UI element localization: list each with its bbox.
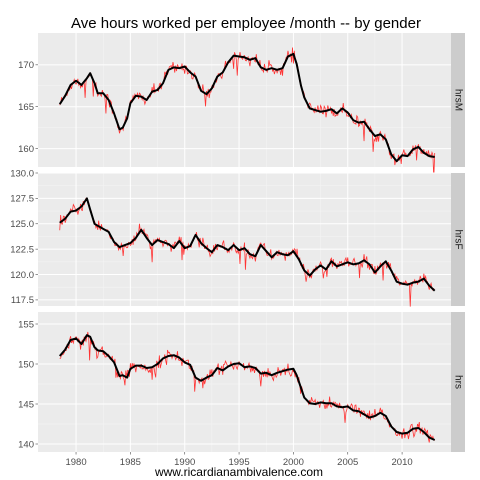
facet-panel-hrsF: 117.5 120.0 122.5 125.0 127.5 130.0 hrsF	[10, 168, 465, 307]
y-tick-label: 160	[18, 144, 34, 155]
y-tick-label: 150	[18, 359, 34, 370]
x-tick-label: 1985	[120, 457, 141, 468]
y-tick-label: 122.5	[10, 244, 34, 255]
y-tick-label: 165	[18, 102, 34, 113]
y-tick-label: 155	[18, 319, 34, 330]
y-tick-label: 170	[18, 60, 34, 71]
series-smooth-hrs	[58, 334, 436, 441]
panel-background	[38, 173, 451, 306]
x-tick-label: 1995	[228, 457, 249, 468]
y-tick-label: 145	[18, 399, 34, 410]
series-raw-hrs	[59, 331, 435, 443]
facet-strip-label: hrsF	[453, 230, 464, 250]
y-tick-label: 127.5	[10, 194, 34, 205]
y-tick-label: 140	[18, 439, 34, 450]
x-tick-label: 1990	[174, 457, 195, 468]
facet-panels: 160 165 170 hrsM 117.5 120.0 122.5 125.0 127.5 13…	[10, 33, 465, 452]
panel-background	[38, 312, 451, 452]
x-axis: 1980 1985 1990 1995 2000 2005 2010	[65, 452, 413, 468]
y-tick-label: 120.0	[10, 270, 34, 281]
facet-strip	[451, 173, 465, 306]
x-tick-label: 2005	[337, 457, 358, 468]
chart-caption: www.ricardianambivalence.com	[154, 465, 323, 479]
chart-title: Ave hours worked per employee /month -- …	[71, 15, 421, 32]
facet-strip	[451, 312, 465, 452]
facet-strip-label: hrsM	[453, 89, 464, 111]
y-tick-label: 125.0	[10, 219, 34, 230]
x-tick-label: 2010	[392, 457, 413, 468]
x-tick-label: 1980	[65, 457, 86, 468]
facet-strip-label: hrs	[453, 375, 464, 389]
facet-panel-hrs: 140 145 150 155 hrs	[18, 312, 465, 452]
series-smooth-hrsM	[58, 52, 435, 163]
series-smooth-hrsF	[59, 197, 436, 292]
y-tick-label: 117.5	[11, 295, 34, 306]
facet-panel-hrsM: 160 165 170 hrsM	[18, 33, 465, 179]
y-tick-label: 130.0	[10, 168, 34, 179]
facet-strip	[451, 33, 465, 167]
x-tick-label: 2000	[283, 457, 304, 468]
